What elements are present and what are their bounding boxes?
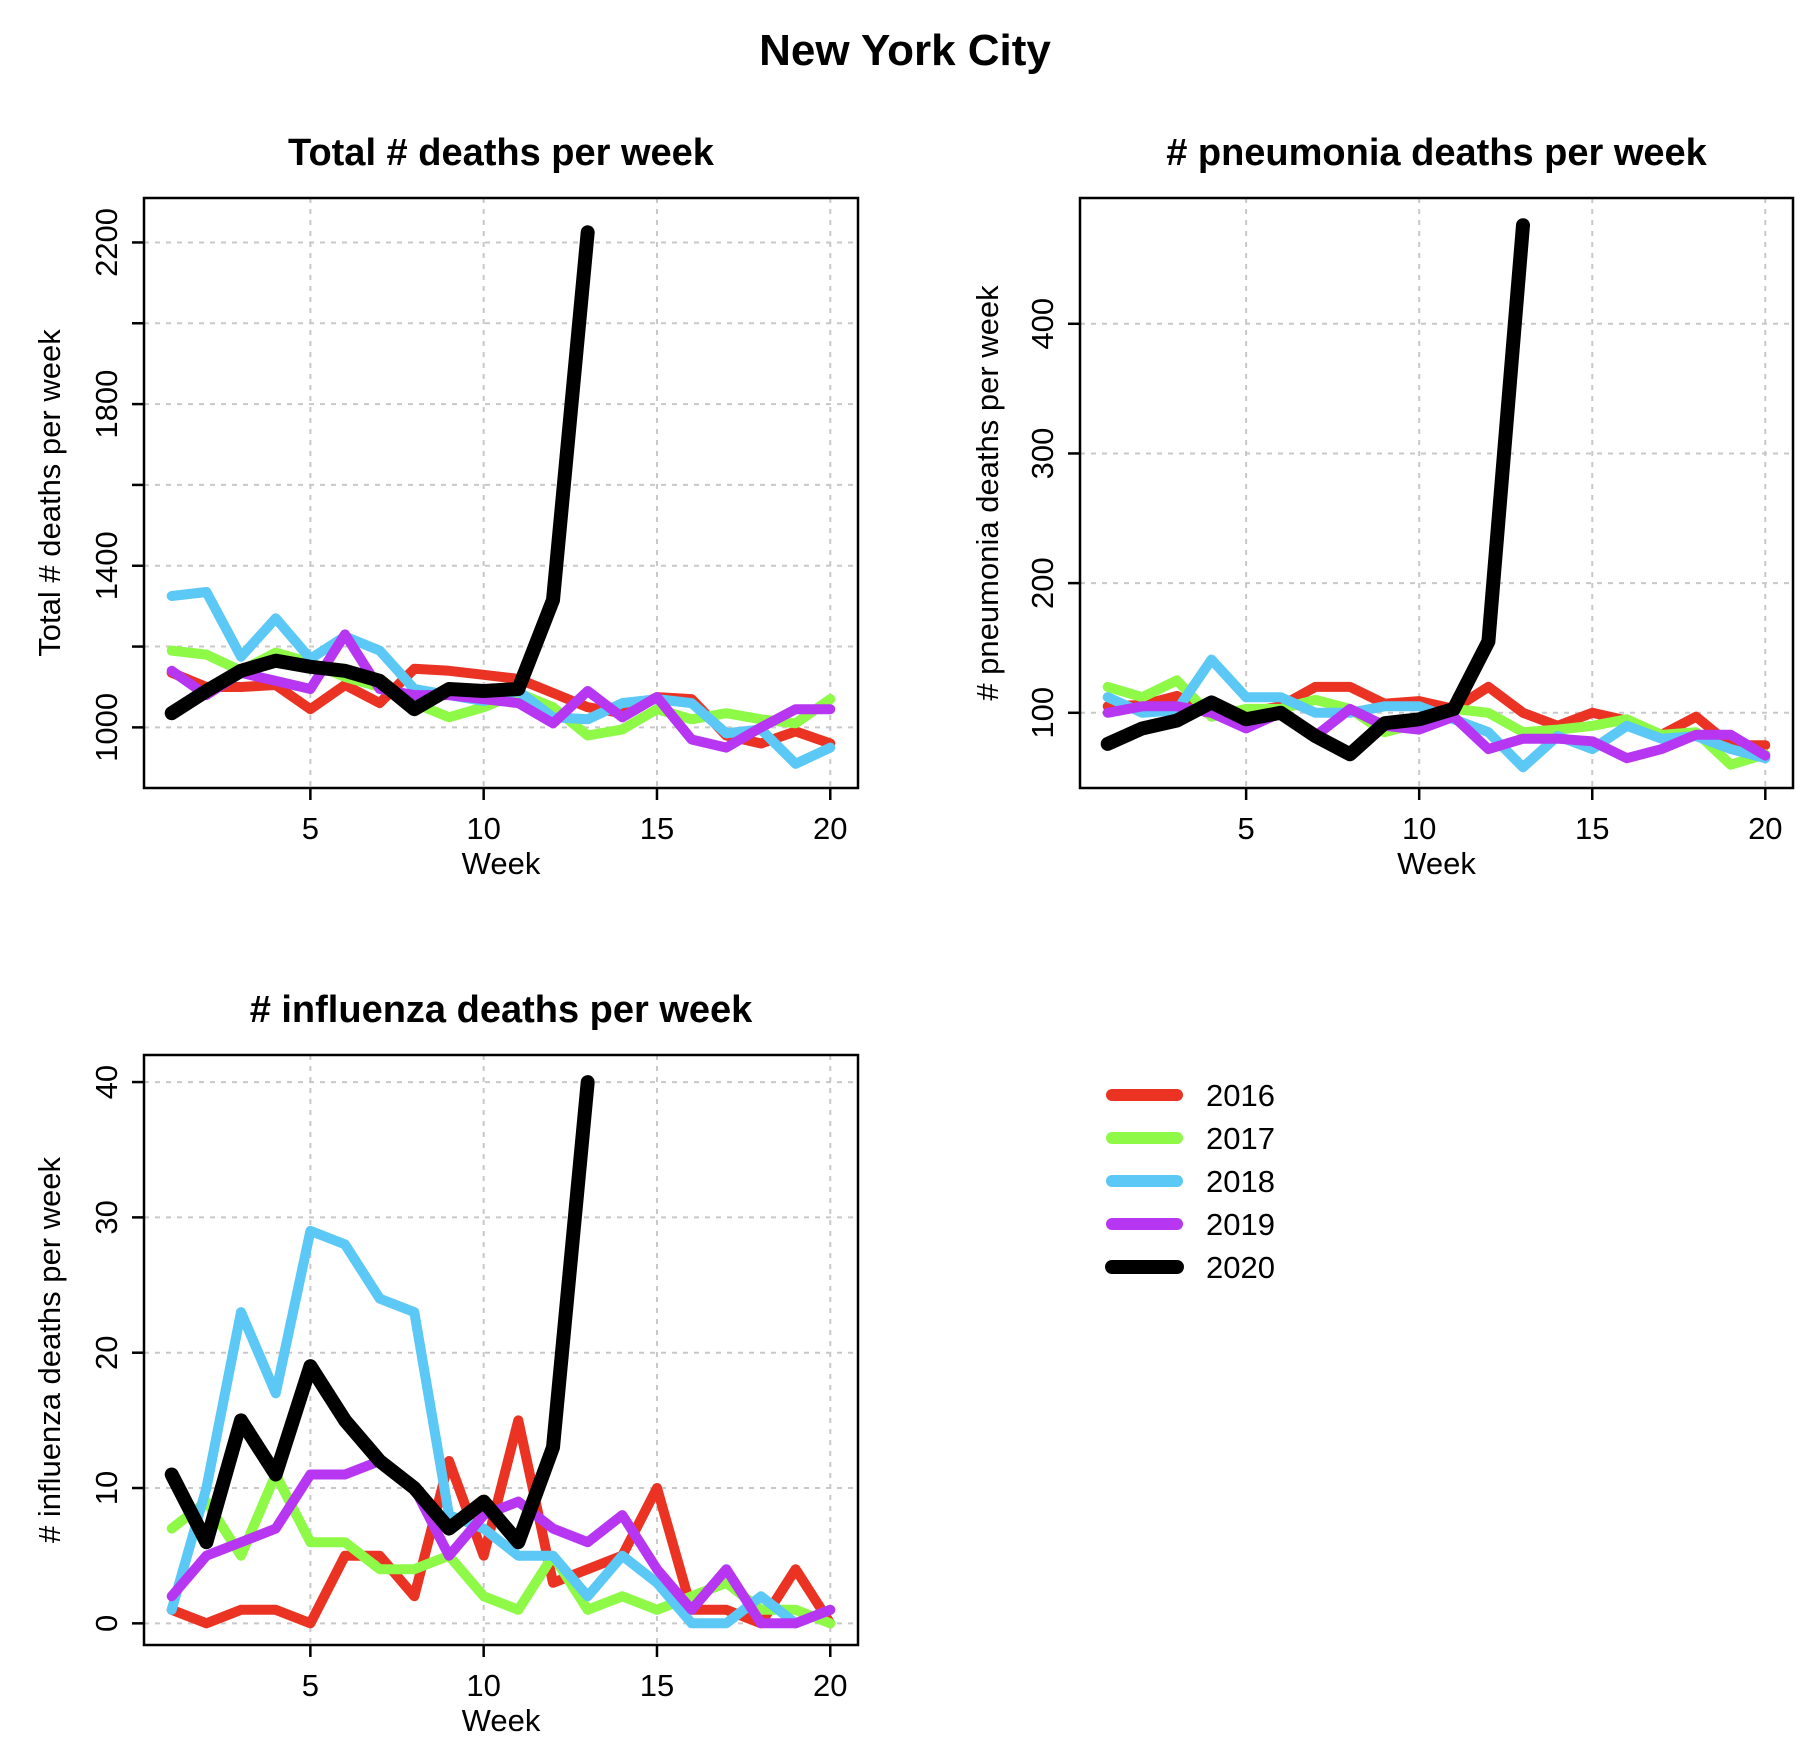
y-tick-label: 1000 (89, 693, 124, 762)
x-tick-label: 10 (1402, 811, 1436, 846)
y-axis-label: # pneumonia deaths per week (970, 285, 1005, 701)
panel-title: # pneumonia deaths per week (1166, 132, 1707, 174)
series-line-2020 (1100, 218, 1530, 762)
y-axis-label: # influenza deaths per week (32, 1156, 67, 1543)
x-tick-label: 15 (1575, 811, 1609, 846)
panel-1: 5 10 15 20 1000 1400 1800 2200 Total # deaths pe… (32, 132, 860, 881)
series-line-2019 (166, 1456, 836, 1629)
series-line-2016 (166, 1415, 836, 1629)
legend: 2016 2017 2018 2019 2020 (1105, 1078, 1275, 1285)
y-tick-label: 1800 (89, 370, 124, 439)
legend-label: 2017 (1206, 1121, 1275, 1156)
legend-label: 2020 (1206, 1250, 1275, 1285)
y-tick-label: 30 (89, 1200, 124, 1234)
legend-label: 2019 (1206, 1207, 1275, 1242)
series-line-2019 (1102, 701, 1771, 764)
y-tick-label: 2200 (89, 208, 124, 277)
legend-item-2016: 2016 (1106, 1078, 1275, 1113)
y-tick-label: 300 (1025, 428, 1060, 480)
plot-frame (142, 196, 860, 790)
legend-label: 2016 (1206, 1078, 1275, 1113)
panel-2: 5 10 15 20 100 200 300 400 # pneumonia deaths pe… (970, 132, 1795, 881)
x-tick-label: 20 (813, 1668, 847, 1703)
main-title: New York City (759, 26, 1051, 75)
x-axis-label: Week (462, 846, 541, 881)
y-tick-label: 20 (89, 1335, 124, 1369)
plot-frame (142, 1053, 860, 1647)
series-line-2020 (164, 225, 595, 721)
x-tick-label: 5 (302, 1668, 319, 1703)
y-tick-label: 1400 (89, 531, 124, 600)
plot-frame (1078, 196, 1795, 790)
x-tick-label: 15 (640, 1668, 674, 1703)
x-axis-label: Week (462, 1703, 541, 1738)
legend-label: 2018 (1206, 1164, 1275, 1199)
legend-item-2020: 2020 (1105, 1250, 1275, 1285)
y-tick-label: 40 (89, 1065, 124, 1099)
panel-3: 5 10 15 20 0 10 20 30 40 # influenza deaths per w… (32, 989, 860, 1738)
y-tick-label: 0 (89, 1615, 124, 1632)
x-tick-label: 5 (302, 811, 319, 846)
x-tick-label: 15 (640, 811, 674, 846)
legend-item-2018: 2018 (1106, 1164, 1275, 1199)
y-tick-label: 100 (1025, 687, 1060, 739)
x-tick-label: 5 (1238, 811, 1255, 846)
legend-item-2017: 2017 (1106, 1121, 1275, 1156)
series-line-2019 (166, 629, 836, 753)
y-tick-label: 400 (1025, 298, 1060, 350)
x-tick-label: 20 (1748, 811, 1782, 846)
x-tick-label: 10 (466, 811, 500, 846)
legend-item-2019: 2019 (1106, 1207, 1275, 1242)
y-tick-label: 10 (89, 1471, 124, 1505)
y-tick-label: 200 (1025, 557, 1060, 609)
x-tick-label: 20 (813, 811, 847, 846)
y-axis-label: Total # deaths per week (32, 329, 67, 657)
x-axis-label: Week (1397, 846, 1476, 881)
series-line-2017 (166, 1469, 836, 1629)
panel-title: Total # deaths per week (288, 132, 715, 174)
x-tick-label: 10 (466, 1668, 500, 1703)
panel-title: # influenza deaths per week (250, 989, 753, 1031)
series-line-2020 (164, 1075, 595, 1550)
series-line-2018 (166, 1225, 836, 1629)
